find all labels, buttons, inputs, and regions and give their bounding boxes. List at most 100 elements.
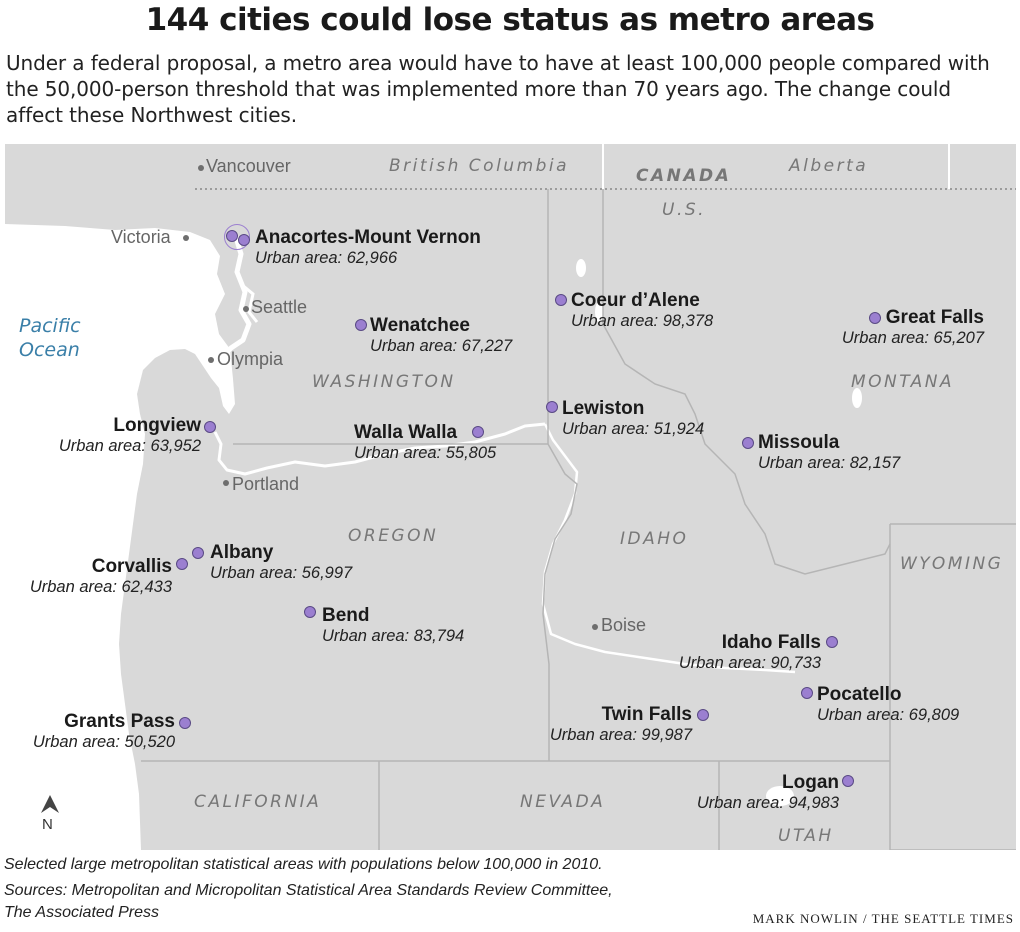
city-urban-area: Urban area: 90,733 — [678, 654, 821, 672]
label-vancouver: Vancouver — [206, 156, 291, 176]
sources-line-2: The Associated Press — [4, 904, 160, 921]
logan-dot — [842, 775, 854, 787]
city-urban-area: Urban area: 51,924 — [562, 420, 705, 438]
city-missoula: Missoula Urban area: 82,157 — [758, 432, 900, 473]
wenatchee-dot — [355, 319, 367, 331]
north-arrow-icon — [41, 795, 59, 813]
city-wenatchee: Wenatchee Urban area: 67,227 — [370, 315, 512, 356]
city-name: Pocatello — [817, 684, 902, 705]
missoula-dot — [742, 437, 754, 449]
coastline-water — [5, 224, 235, 850]
city-urban-area: Urban area: 83,794 — [322, 627, 465, 645]
label-oregon: OREGON — [348, 526, 439, 546]
page-title: 144 cities could lose status as metro ar… — [145, 2, 875, 38]
twin-falls-dot — [697, 709, 709, 721]
label-washington: WASHINGTON — [312, 372, 456, 392]
lake — [852, 388, 862, 408]
city-coeur-dalene: Coeur d’Alene Urban area: 98,378 — [571, 290, 713, 331]
city-urban-area: Urban area: 62,966 — [255, 249, 398, 267]
anacortes-dot — [226, 230, 238, 242]
city-name: Idaho Falls — [721, 632, 821, 653]
idaho-falls-dot — [826, 636, 838, 648]
label-idaho: IDAHO — [620, 529, 689, 549]
boise-dot — [592, 624, 598, 630]
page-subtitle: Under a federal proposal, a metro area w… — [6, 51, 990, 127]
city-longview: Longview Urban area: 63,952 — [25, 415, 201, 456]
state-borders — [141, 189, 1016, 850]
city-urban-area: Urban area: 55,805 — [354, 444, 497, 462]
city-walla-walla: Walla Walla Urban area: 55,805 — [354, 422, 496, 463]
ocean-line-2: Ocean — [19, 339, 80, 361]
seattle-dot — [243, 306, 249, 312]
city-name: Albany — [210, 542, 274, 563]
label-portland: Portland — [232, 474, 300, 494]
city-logan: Logan Urban area: 94,983 — [665, 772, 839, 813]
label-british-columbia: British Columbia — [389, 156, 570, 176]
label-seattle: Seattle — [251, 297, 308, 317]
city-urban-area: Urban area: 94,983 — [696, 794, 839, 812]
city-name: Grants Pass — [64, 711, 175, 732]
city-name: Logan — [782, 772, 839, 793]
city-pocatello: Pocatello Urban area: 69,809 — [817, 684, 959, 725]
portland-dot — [223, 480, 229, 486]
city-name: Longview — [113, 415, 201, 436]
city-urban-area: Urban area: 99,987 — [549, 726, 692, 744]
selection-note: Selected large metropolitan statistical … — [4, 856, 603, 873]
bend-dot — [304, 606, 316, 618]
label-canada: CANADA — [636, 166, 732, 186]
city-twin-falls: Twin Falls Urban area: 99,987 — [517, 704, 692, 745]
sources-line-1: Sources: Metropolitan and Micropolitan S… — [4, 882, 613, 899]
ocean-line-1: Pacific — [19, 315, 81, 337]
lake — [766, 786, 794, 806]
label-boise: Boise — [601, 615, 647, 635]
longview-dot — [204, 421, 216, 433]
pocatello-dot — [801, 687, 813, 699]
lake — [576, 259, 586, 277]
label-victoria: Victoria — [111, 227, 171, 247]
north-label: N — [42, 816, 53, 833]
city-urban-area: Urban area: 56,997 — [210, 564, 353, 582]
victoria-dot — [183, 235, 189, 241]
city-name: Wenatchee — [370, 315, 470, 336]
city-idaho-falls: Idaho Falls Urban area: 90,733 — [645, 632, 821, 673]
city-urban-area: Urban area: 63,952 — [58, 437, 201, 455]
city-anacortes: Anacortes-Mount Vernon Urban area: 62,96… — [255, 227, 481, 268]
label-montana: MONTANA — [851, 372, 955, 392]
city-corvallis: Corvallis Urban area: 62,433 — [5, 556, 172, 597]
city-name: Coeur d’Alene — [571, 290, 700, 311]
city-lewiston: Lewiston Urban area: 51,924 — [562, 398, 704, 439]
city-name: Great Falls — [885, 307, 984, 328]
city-great-falls: Great Falls Urban area: 65,207 — [819, 307, 984, 348]
walla-walla-dot — [472, 426, 484, 438]
coeur-dalene-dot — [555, 294, 567, 306]
city-urban-area: Urban area: 82,157 — [758, 454, 901, 472]
city-name: Missoula — [758, 432, 840, 453]
corvallis-dot — [176, 558, 188, 570]
grants-pass-dot — [179, 717, 191, 729]
city-grants-pass: Grants Pass Urban area: 50,520 — [5, 711, 175, 752]
city-urban-area: Urban area: 50,520 — [32, 733, 175, 751]
map: British Columbia Alberta CANADA U.S. WAS… — [5, 144, 1016, 850]
albany-dot — [192, 547, 204, 559]
label-utah: UTAH — [778, 826, 834, 846]
mount-vernon-dot — [238, 234, 250, 246]
city-name: Bend — [322, 605, 370, 626]
city-urban-area: Urban area: 98,378 — [571, 312, 714, 330]
lake — [595, 302, 603, 322]
city-urban-area: Urban area: 65,207 — [841, 329, 984, 347]
city-urban-area: Urban area: 69,809 — [817, 706, 960, 724]
city-bend: Bend Urban area: 83,794 — [322, 605, 464, 646]
label-alberta: Alberta — [789, 156, 869, 176]
city-albany: Albany Urban area: 56,997 — [210, 542, 352, 583]
city-name: Corvallis — [91, 556, 172, 577]
puget-sound-branch — [240, 282, 259, 323]
map-notes: Selected large metropolitan statistical … — [4, 854, 704, 924]
credit: MARK NOWLIN / THE SEATTLE TIMES — [752, 911, 1014, 926]
olympia-dot — [208, 357, 214, 363]
puget-sound — [221, 233, 252, 358]
city-name: Twin Falls — [601, 704, 692, 725]
city-name: Anacortes-Mount Vernon — [255, 227, 481, 248]
columbia-river — [213, 422, 546, 476]
great-falls-dot — [869, 312, 881, 324]
vancouver-dot — [198, 165, 204, 171]
